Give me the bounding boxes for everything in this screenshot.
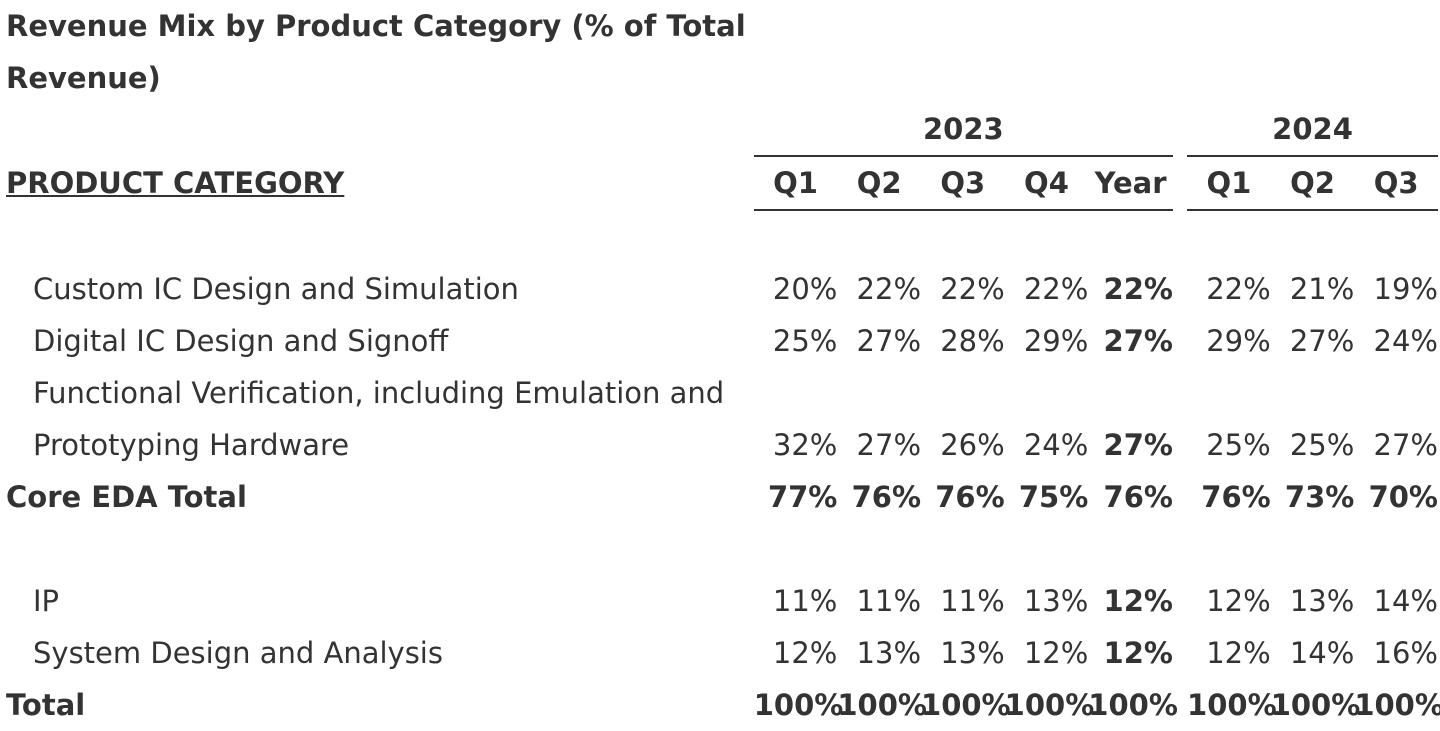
cell-2024-q1: 22% (1206, 272, 1271, 306)
cell-2023-year: 76% (1103, 480, 1173, 514)
row-label-line1: Functional Verification, including Emula… (33, 376, 725, 410)
cell-2023-q2: 76% (851, 480, 922, 514)
col-2023-q3: Q3 (921, 156, 1005, 211)
row-label: Core EDA Total (6, 480, 247, 514)
cell-2023-q4: 29% (1023, 324, 1089, 358)
cell-2024-q3: 14% (1373, 584, 1438, 618)
cell-2023-q4: 22% (1023, 272, 1089, 306)
cell-2024-q1: 29% (1206, 324, 1271, 358)
cell-2023-q4: 100% (1004, 688, 1095, 722)
col-2024-q1: Q1 (1187, 156, 1271, 211)
cell-2024-q3: 16% (1373, 636, 1438, 670)
cell-2024-q3: 19% (1373, 272, 1438, 306)
table-row: Digital IC Design and Signoff 25% 27% 28… (6, 315, 1438, 367)
cell-2023-q3: 26% (940, 428, 1005, 462)
cell-2023-year: 22% (1103, 272, 1173, 306)
page-title: Revenue Mix by Product Category (% of To… (6, 9, 746, 95)
row-label: Total (6, 688, 86, 722)
cell-2024-q1: 12% (1206, 636, 1271, 670)
cell-2024-q2: 100% (1270, 688, 1361, 722)
cell-2023-q1: 12% (772, 636, 838, 670)
col-2023-q1: Q1 (753, 156, 838, 211)
gap-cell (1173, 263, 1187, 315)
gap-cell (1173, 103, 1187, 156)
cell-2023-q1: 11% (772, 584, 838, 618)
cell-2023-q3: 11% (940, 584, 1005, 618)
cell-2023-q3: 76% (935, 480, 1005, 514)
cell-2023-q1: 25% (772, 324, 838, 358)
cell-2023-q2: 22% (856, 272, 922, 306)
cell-2023-q2: 27% (856, 324, 922, 358)
cell-2023-year: 12% (1103, 636, 1173, 670)
cell-2024-q2: 27% (1289, 324, 1355, 358)
cell-2023-q2: 13% (856, 636, 922, 670)
subtotal-row: Core EDA Total 77% 76% 76% 75% 76% 76% 7… (6, 471, 1438, 523)
spacer-row (6, 523, 1438, 575)
row-label: IP (33, 584, 60, 618)
table-row: Functional Verification, including Emula… (6, 367, 1438, 419)
cell-2023-q4: 75% (1018, 480, 1089, 514)
cell-2024-q2: 14% (1289, 636, 1355, 670)
year-2023-header: 2023 (753, 103, 1173, 157)
cell-2023-q1: 100% (753, 688, 844, 722)
cell-2023-year: 12% (1103, 584, 1173, 618)
cell-2023-year: 100% (1088, 688, 1178, 722)
total-row: Total 100% 100% 100% 100% 100% 100% 100%… (6, 679, 1440, 731)
cell-2023-q1: 20% (772, 272, 838, 306)
cell-2023-q2: 11% (856, 584, 922, 618)
row-label: Digital IC Design and Signoff (33, 324, 449, 358)
col-2023-year: Year (1088, 156, 1173, 211)
col-2024-q2: Q2 (1270, 156, 1355, 211)
cell-2023-q1: 77% (767, 480, 838, 514)
empty-header-cell (6, 103, 754, 156)
cell-2024-q1: 76% (1201, 480, 1271, 514)
table-row: Prototyping Hardware 32% 27% 26% 24% 27%… (6, 419, 1438, 471)
col-2024-q3: Q3 (1354, 156, 1438, 211)
cell-2024-q2: 21% (1289, 272, 1355, 306)
col-2023-q4: Q4 (1004, 156, 1089, 211)
table-row: IP 11% 11% 11% 13% 12% 12% 13% 14% (6, 575, 1438, 627)
cell-2024-q3: 100% (1354, 688, 1440, 722)
col-2023-q2: Q2 (837, 156, 922, 211)
year-header-row: 2023 2024 (6, 103, 1438, 157)
cell-2024-q1: 25% (1206, 428, 1271, 462)
cell-2023-q1: 32% (772, 428, 838, 462)
cell-2024-q2: 13% (1289, 584, 1355, 618)
cell-2024-q3: 70% (1368, 480, 1438, 514)
spacer-row (6, 210, 1438, 263)
empty-cells (754, 367, 1438, 419)
cell-2023-q4: 24% (1023, 428, 1089, 462)
gap-cell (1173, 315, 1187, 367)
cell-2024-q1: 100% (1187, 688, 1277, 722)
year-2024-header: 2024 (1187, 103, 1438, 157)
cell-2023-q2: 27% (856, 428, 922, 462)
cell-2024-q3: 24% (1373, 324, 1438, 358)
table-row: Custom IC Design and Simulation 20% 22% … (6, 263, 1438, 315)
row-label: System Design and Analysis (33, 636, 443, 670)
cell-2023-q3: 28% (940, 324, 1005, 358)
cell-2023-q4: 13% (1023, 584, 1089, 618)
table-row: System Design and Analysis 12% 13% 13% 1… (6, 627, 1438, 679)
row-label-line2: Prototyping Hardware (33, 428, 350, 462)
product-category-header: PRODUCT CATEGORY (6, 166, 345, 200)
cell-2023-q2: 100% (837, 688, 927, 722)
revenue-mix-table: 2023 2024 PRODUCT CATEGORY Q1 Q2 Q3 Q4 Y… (6, 103, 1440, 731)
cell-2024-q1: 12% (1206, 584, 1271, 618)
cell-2023-q3: 13% (940, 636, 1005, 670)
cell-2023-year: 27% (1103, 428, 1173, 462)
column-header-row: PRODUCT CATEGORY Q1 Q2 Q3 Q4 Year Q1 Q2 … (6, 156, 1438, 211)
gap-cell (1173, 575, 1187, 627)
cell-2024-q3: 27% (1373, 428, 1438, 462)
cell-2023-q3: 100% (921, 688, 1011, 722)
cell-2024-q2: 25% (1289, 428, 1355, 462)
cell-2024-q2: 73% (1284, 480, 1355, 514)
cell-2023-q4: 12% (1023, 636, 1089, 670)
row-label: Custom IC Design and Simulation (33, 272, 519, 306)
cell-2023-year: 27% (1103, 324, 1173, 358)
gap-cell (1173, 156, 1187, 210)
cell-2023-q3: 22% (940, 272, 1005, 306)
gap-cell (1173, 419, 1187, 471)
gap-cell (1173, 471, 1187, 523)
gap-cell (1173, 627, 1187, 679)
